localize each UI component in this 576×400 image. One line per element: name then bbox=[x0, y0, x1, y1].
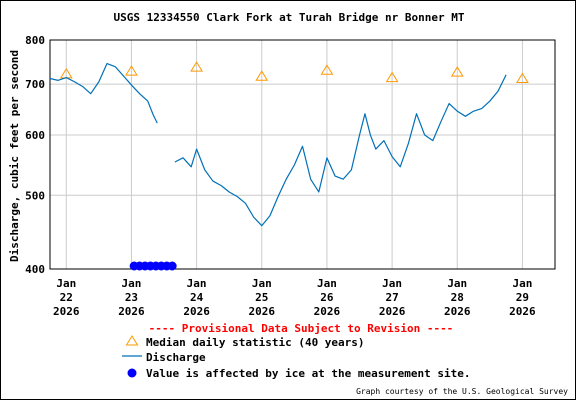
plot-area bbox=[49, 39, 556, 271]
x-tick-label: 26 bbox=[320, 291, 334, 304]
legend-triangle-icon bbox=[125, 335, 139, 346]
x-tick-label: 29 bbox=[516, 291, 529, 304]
legend-dot-icon bbox=[127, 368, 137, 378]
x-tick-label: 25 bbox=[255, 291, 268, 304]
x-tick-label: 23 bbox=[125, 291, 138, 304]
x-tick-label: 2026 bbox=[249, 305, 276, 318]
ice-marker bbox=[167, 261, 177, 271]
x-tick-label: 2026 bbox=[53, 305, 80, 318]
x-tick-label: Jan bbox=[187, 277, 207, 290]
legend-item-median: Median daily statistic (40 years) bbox=[125, 335, 365, 349]
discharge-line bbox=[174, 74, 507, 227]
x-tick-label: 2026 bbox=[509, 305, 536, 318]
x-tick-label: 24 bbox=[190, 291, 204, 304]
x-tick-label: Jan bbox=[252, 277, 272, 290]
median-marker bbox=[320, 64, 334, 75]
legend-discharge-label: Discharge bbox=[146, 351, 206, 364]
y-tick-label: 700 bbox=[25, 78, 45, 91]
x-tick-label: 2026 bbox=[118, 305, 145, 318]
legend-item-ice: Value is affected by ice at the measurem… bbox=[127, 367, 471, 380]
median-marker bbox=[125, 65, 138, 76]
x-tick-label: 22 bbox=[60, 291, 73, 304]
legend-median-label: Median daily statistic (40 years) bbox=[146, 336, 365, 349]
median-marker bbox=[450, 66, 464, 77]
discharge-line bbox=[49, 62, 158, 124]
x-tick-label: Jan bbox=[447, 277, 467, 290]
legend-item-discharge: Discharge bbox=[122, 351, 206, 364]
x-tick-label: Jan bbox=[317, 277, 337, 290]
x-tick-label: 2026 bbox=[314, 305, 341, 318]
series-layer bbox=[49, 61, 529, 271]
plot-border bbox=[49, 39, 556, 270]
x-tick-labels: Jan222026Jan232026Jan242026Jan252026Jan2… bbox=[53, 277, 536, 318]
median-marker bbox=[255, 70, 269, 81]
legend: Median daily statistic (40 years) Discha… bbox=[122, 335, 471, 380]
y-tick-label: 800 bbox=[25, 34, 45, 47]
chart-title: USGS 12334550 Clark Fork at Turah Bridge… bbox=[114, 11, 465, 24]
x-tick-label: 28 bbox=[451, 291, 464, 304]
median-marker bbox=[190, 61, 204, 72]
credit-text: Graph courtesy of the U.S. Geological Su… bbox=[356, 387, 568, 396]
x-tick-label: Jan bbox=[56, 277, 76, 290]
y-tick-label: 500 bbox=[25, 189, 45, 202]
y-tick-label: 400 bbox=[25, 263, 45, 276]
legend-ice-label: Value is affected by ice at the measurem… bbox=[146, 367, 471, 380]
median-marker bbox=[516, 72, 529, 83]
provisional-note: ---- Provisional Data Subject to Revisio… bbox=[149, 322, 454, 335]
y-axis-label: Discharge, cubic feet per second bbox=[8, 50, 21, 262]
median-marker bbox=[385, 71, 399, 83]
x-tick-label: Jan bbox=[382, 277, 402, 290]
x-tick-label: Jan bbox=[512, 277, 532, 290]
x-tick-label: Jan bbox=[122, 277, 142, 290]
y-tick-label: 600 bbox=[25, 129, 45, 142]
x-tick-label: 27 bbox=[385, 291, 398, 304]
plot-background bbox=[50, 40, 555, 269]
x-tick-label: 2026 bbox=[444, 305, 471, 318]
x-tick-label: 2026 bbox=[183, 305, 210, 318]
x-tick-label: 2026 bbox=[379, 305, 406, 318]
y-tick-labels: 400 500 600 700 800 bbox=[25, 34, 45, 276]
